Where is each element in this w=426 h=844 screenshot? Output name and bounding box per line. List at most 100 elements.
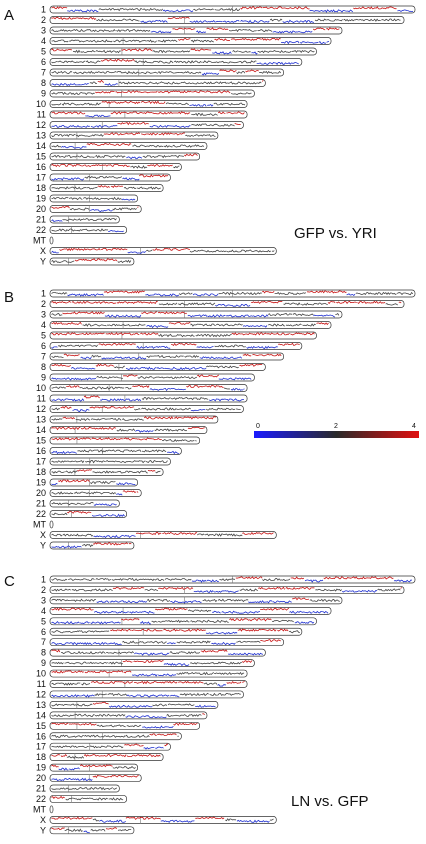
copy-number-trace — [80, 426, 117, 431]
chromosome-label: 5 — [41, 616, 46, 626]
chromosome-label: 22 — [36, 794, 46, 804]
copy-number-trace — [89, 480, 116, 485]
chromosome-22: 22 — [36, 794, 128, 804]
copy-number-trace — [170, 396, 209, 401]
copy-number-trace — [71, 588, 113, 592]
copy-number-trace — [67, 9, 99, 13]
chromosome-outline — [49, 142, 208, 150]
copy-number-trace — [281, 40, 300, 45]
copy-number-trace — [158, 302, 178, 306]
copy-number-trace — [171, 342, 197, 346]
chromosome-mt: MT — [33, 804, 54, 814]
chromosome-20: 20 — [36, 488, 142, 498]
copy-number-trace — [304, 579, 324, 583]
copy-number-trace — [193, 134, 216, 137]
copy-number-trace — [80, 102, 101, 106]
copy-number-trace — [226, 111, 245, 115]
copy-number-trace — [51, 491, 74, 495]
copy-number-trace — [167, 703, 195, 707]
chromosome-outline — [49, 531, 277, 539]
copy-number-trace — [103, 290, 145, 294]
copy-number-trace — [226, 81, 262, 85]
copy-number-trace — [121, 618, 140, 621]
chromosome-outline — [49, 795, 128, 803]
chromosome-label: 16 — [36, 731, 46, 741]
copy-number-trace — [94, 71, 117, 74]
copy-number-trace — [191, 90, 231, 94]
chromosome-y: Y — [40, 825, 135, 835]
copy-number-trace — [139, 620, 151, 625]
copy-number-trace — [141, 132, 159, 136]
copy-number-trace — [272, 600, 292, 604]
chromosome-outline — [49, 711, 208, 720]
copy-number-trace — [83, 395, 100, 399]
copy-number-trace — [116, 493, 123, 496]
copy-number-trace — [51, 133, 76, 138]
copy-number-trace — [236, 71, 246, 75]
copy-number-trace — [75, 133, 104, 138]
copy-number-trace — [112, 586, 145, 590]
chromosome-label: 20 — [36, 773, 46, 783]
copy-number-trace — [51, 91, 95, 96]
copy-number-trace — [158, 619, 190, 624]
chromosome-8: 8 — [41, 648, 266, 658]
copy-number-trace — [85, 114, 111, 118]
copy-number-trace — [346, 293, 356, 297]
copy-number-trace — [51, 642, 93, 646]
copy-number-trace — [213, 102, 246, 106]
copy-number-trace — [51, 346, 58, 349]
copy-number-trace — [168, 321, 191, 325]
chromosome-outline — [49, 815, 277, 824]
chromosome-label: 22 — [36, 509, 46, 519]
copy-number-trace — [51, 154, 95, 159]
copy-number-trace — [110, 111, 154, 115]
copy-number-trace — [202, 598, 218, 603]
chromosome-label: 12 — [36, 404, 46, 414]
copy-number-trace — [196, 30, 207, 34]
copy-number-trace — [69, 332, 105, 336]
chromosome-10: 10 — [36, 669, 248, 679]
chromosome-outline — [49, 680, 248, 688]
copy-number-trace — [51, 598, 96, 603]
copy-number-trace — [166, 155, 184, 159]
copy-number-trace — [51, 816, 93, 820]
chromosome-label: 16 — [36, 162, 46, 172]
copy-number-trace — [51, 777, 93, 782]
copy-number-trace — [133, 660, 164, 663]
copy-number-trace — [246, 345, 278, 350]
copy-number-trace — [69, 207, 90, 211]
chromosome-9: 9 — [41, 373, 255, 383]
chromosome-outline — [49, 373, 255, 382]
copy-number-trace — [73, 491, 117, 495]
chromosome-outline — [49, 310, 343, 319]
copy-number-trace — [256, 61, 299, 65]
chromosome-outline — [49, 205, 142, 213]
copy-number-trace — [51, 661, 64, 665]
chromosome-label: 14 — [36, 710, 46, 720]
copy-number-trace — [142, 154, 168, 159]
copy-number-trace — [90, 417, 115, 421]
copy-number-trace — [142, 7, 164, 12]
copy-number-trace — [262, 6, 275, 10]
copy-number-trace — [51, 313, 63, 317]
copy-number-trace — [51, 734, 84, 738]
copy-number-trace — [342, 589, 378, 593]
copy-number-trace — [61, 145, 87, 149]
chromosome-11: 11 — [37, 110, 248, 120]
copy-number-trace — [189, 249, 227, 253]
copy-number-trace — [99, 819, 126, 823]
copy-number-trace — [277, 628, 289, 632]
copy-number-trace — [240, 6, 263, 10]
chromosome-16: 16 — [36, 446, 182, 456]
copy-number-trace — [88, 786, 113, 791]
copy-number-trace — [285, 323, 302, 327]
copy-number-trace — [113, 417, 122, 421]
copy-number-trace — [145, 459, 168, 464]
chromosome-label: 14 — [36, 141, 46, 151]
copy-number-trace — [104, 314, 142, 318]
chromosome-14: 14 — [36, 710, 208, 720]
copy-number-trace — [229, 28, 257, 33]
copy-number-trace — [105, 332, 140, 336]
copy-number-trace — [51, 713, 95, 717]
